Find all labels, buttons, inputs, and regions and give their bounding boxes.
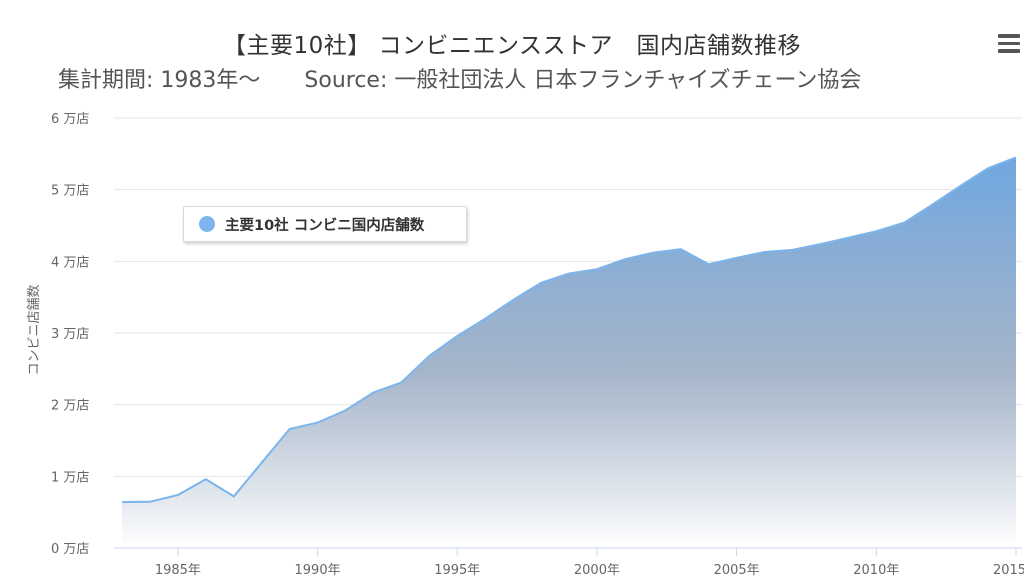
x-tick-label: 2010年: [853, 563, 899, 578]
x-tick-label: 2005年: [714, 563, 760, 578]
y-tick-label: 3 万店: [51, 327, 89, 342]
y-tick-label: 6 万店: [51, 112, 89, 127]
chart-subtitle: 集計期間: 1983年～ Source: 一般社団法人 日本フランチャイズチェー…: [58, 68, 862, 93]
y-tick-label: 5 万店: [51, 184, 89, 199]
y-tick-label: 0 万店: [51, 542, 89, 557]
legend-marker-icon: [199, 216, 215, 232]
x-tick-label: 1985年: [155, 563, 201, 578]
x-tick-label: 1990年: [295, 563, 341, 578]
legend-item[interactable]: 主要10社 コンビニ国内店舗数: [183, 206, 467, 242]
y-tick-label: 4 万店: [51, 255, 89, 270]
x-tick-label: 2000年: [574, 563, 620, 578]
y-tick-label: 2 万店: [51, 399, 89, 414]
chart-title: 【主要10社】 コンビニエンスストア 国内店舗数推移: [222, 33, 802, 59]
series-area: [122, 157, 1016, 548]
x-tick-label: 2015年: [993, 563, 1024, 578]
series-line: [121, 156, 1017, 504]
y-tick-label: 1 万店: [51, 470, 89, 485]
hamburger-menu-icon[interactable]: [998, 34, 1020, 54]
y-axis-label: コンビニ店舗数: [27, 284, 42, 375]
x-tick-label: 1995年: [434, 563, 480, 578]
legend-label: 主要10社 コンビニ国内店舗数: [225, 217, 425, 234]
